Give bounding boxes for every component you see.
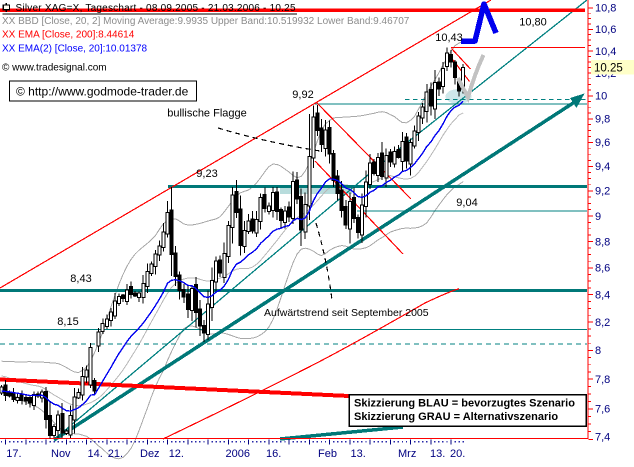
svg-text:7,8: 7,8 — [595, 374, 610, 386]
svg-text:17.: 17. — [6, 448, 21, 460]
svg-text:12.: 12. — [169, 448, 184, 460]
svg-text:8: 8 — [595, 345, 601, 357]
svg-text:8,15: 8,15 — [57, 316, 78, 328]
svg-text:10,80: 10,80 — [519, 17, 547, 29]
svg-text:10,43: 10,43 — [435, 32, 463, 44]
svg-text:9,04: 9,04 — [456, 197, 477, 209]
svg-text:8,8: 8,8 — [595, 236, 610, 248]
svg-text:9,2: 9,2 — [595, 186, 610, 198]
svg-text:21.: 21. — [108, 448, 123, 460]
svg-text:Dez: Dez — [140, 448, 160, 460]
svg-text:10,4: 10,4 — [595, 46, 616, 58]
svg-text:10: 10 — [595, 91, 607, 103]
svg-text:9,92: 9,92 — [292, 89, 313, 101]
svg-text:10.25: 10.25 — [594, 63, 623, 75]
svg-text:9,4: 9,4 — [595, 161, 610, 173]
svg-text:13.: 13. — [430, 448, 445, 460]
svg-text:7,6: 7,6 — [595, 404, 610, 416]
svg-text:20.: 20. — [450, 448, 465, 460]
svg-text:Mrz: Mrz — [398, 448, 416, 460]
svg-text:8,2: 8,2 — [595, 317, 610, 329]
svg-text:XX EMA(2) [Close, 20]:10.01378: XX EMA(2) [Close, 20]:10.01378 — [2, 44, 148, 55]
svg-text:Skizzierung GRAU = Alternativs: Skizzierung GRAU = Alternativszenario — [354, 411, 558, 423]
svg-text:9: 9 — [595, 211, 601, 223]
svg-text:8,6: 8,6 — [595, 263, 610, 275]
svg-text:2006: 2006 — [226, 448, 250, 460]
svg-text:Silver XAG=X, Tageschart - 08.: Silver XAG=X, Tageschart - 08.09.2005 - … — [16, 3, 296, 14]
svg-text:© http://www.godmode-trader.de: © http://www.godmode-trader.de — [16, 85, 189, 99]
svg-text:XX EMA [Close, 200]:8.44614: XX EMA [Close, 200]:8.44614 — [2, 30, 135, 41]
svg-text:13.: 13. — [351, 448, 366, 460]
svg-text:9,8: 9,8 — [595, 114, 610, 126]
svg-text:10,8: 10,8 — [595, 3, 616, 15]
svg-text:16.: 16. — [266, 448, 281, 460]
svg-text:Feb: Feb — [318, 448, 337, 460]
svg-text:8,43: 8,43 — [70, 273, 91, 285]
svg-text:bullische Flagge: bullische Flagge — [167, 108, 247, 120]
svg-text:14.: 14. — [88, 448, 103, 460]
svg-text:Skizzierung BLAU = bevorzugtes: Skizzierung BLAU = bevorzugtes Szenario — [354, 398, 575, 410]
svg-text:7,4: 7,4 — [595, 431, 610, 443]
svg-text:Aufwärtstrend seit September 2: Aufwärtstrend seit September 2005 — [264, 307, 429, 319]
svg-text:© www.tradesignal.com: © www.tradesignal.com — [2, 63, 107, 74]
svg-text:XX BBD [Close, 20, 2] Moving A: XX BBD [Close, 20, 2] Moving Average:9.9… — [2, 16, 410, 27]
svg-text:9,23: 9,23 — [196, 168, 217, 180]
svg-text:8,4: 8,4 — [595, 290, 610, 302]
svg-text:Nov: Nov — [51, 448, 71, 460]
svg-text:10,6: 10,6 — [595, 24, 616, 36]
svg-text:9,6: 9,6 — [595, 137, 610, 149]
